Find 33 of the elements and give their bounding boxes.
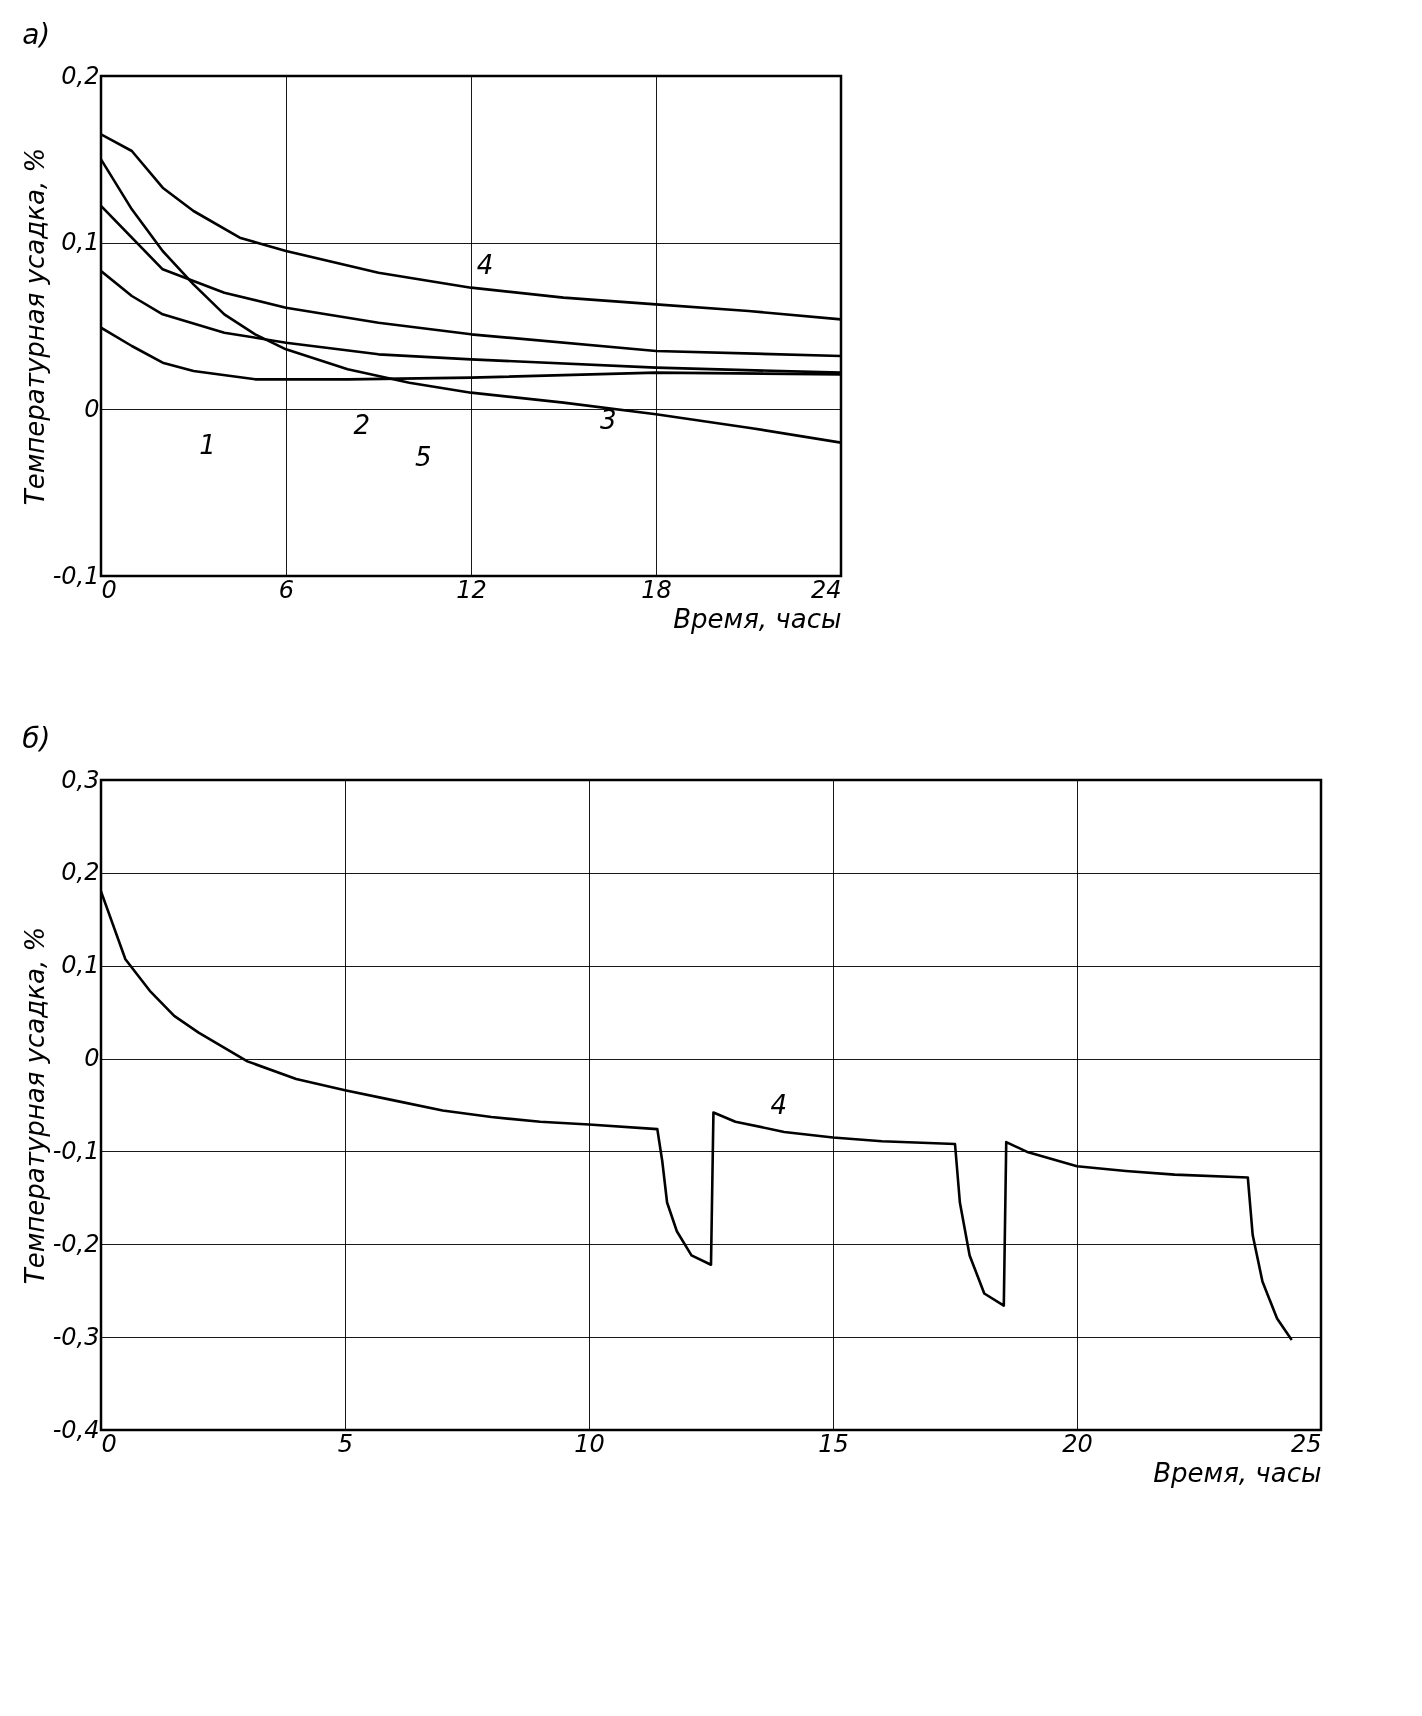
y-tick-label: 0,2 (61, 858, 100, 887)
x-tick-label: 24 (810, 575, 842, 604)
y-tick-label: -0,2 (52, 1229, 100, 1258)
annotation: 2 (353, 410, 370, 440)
x-tick-label: 6 (278, 575, 295, 604)
y-tick-label: 0,1 (61, 228, 100, 257)
x-tick-label: 15 (818, 1429, 849, 1458)
annotation: 1 (199, 430, 216, 460)
x-axis-title: Время, часы (1153, 1457, 1322, 1488)
x-tick-label: 5 (337, 1429, 354, 1458)
x-tick-label: 18 (641, 575, 672, 604)
y-tick-label: -0,4 (52, 1415, 100, 1444)
annotation: 5 (415, 441, 432, 472)
y-tick-label: -0,1 (52, 561, 100, 590)
y-tick-label: 0 (84, 1044, 100, 1073)
chart-title: а) (22, 18, 51, 51)
x-tick-label: 12 (456, 575, 487, 604)
x-tick-label: 20 (1062, 1429, 1093, 1458)
x-axis-title: Время, часы (673, 603, 842, 634)
y-tick-label: -0,3 (52, 1322, 100, 1351)
annotation: 4 (476, 249, 494, 280)
y-tick-label: 0,3 (61, 765, 100, 794)
y-tick-label: 0,1 (61, 951, 100, 980)
chart-title: б) (22, 722, 51, 755)
y-axis-title: Температурная усадка, % (19, 926, 50, 1285)
y-tick-label: -0,1 (52, 1136, 100, 1165)
x-tick-label: 25 (1290, 1429, 1322, 1458)
y-axis-title: Температурная усадка, % (19, 147, 50, 506)
annotation: 3 (600, 405, 617, 435)
annotation: 4 (770, 1090, 787, 1121)
x-tick-label: 10 (574, 1429, 605, 1458)
y-tick-label: 0,2 (61, 61, 100, 90)
y-tick-label: 0 (84, 394, 100, 423)
